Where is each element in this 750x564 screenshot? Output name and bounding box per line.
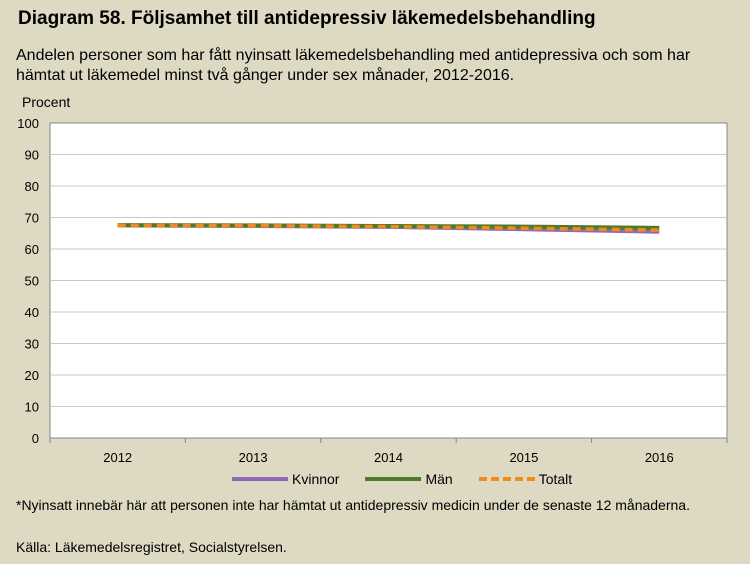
x-tick-label: 2012 bbox=[103, 450, 132, 465]
chart-subtitle: Andelen personer som har fått nyinsatt l… bbox=[16, 47, 691, 84]
legend-label: Totalt bbox=[538, 471, 573, 487]
legend: Kvinnor Män Totalt bbox=[232, 469, 598, 489]
y-tick-label: 100 bbox=[17, 116, 39, 131]
y-tick-label: 40 bbox=[25, 305, 39, 320]
legend-item: Totalt bbox=[478, 471, 573, 487]
y-tick-label: 50 bbox=[25, 274, 39, 289]
legend-label: Män bbox=[425, 471, 453, 487]
x-tick-label: 2013 bbox=[239, 450, 268, 465]
y-tick-label: 80 bbox=[25, 179, 39, 194]
legend-item: Kvinnor bbox=[232, 471, 339, 487]
legend-label: Kvinnor bbox=[292, 471, 340, 487]
x-tick-label: 2015 bbox=[509, 450, 538, 465]
gridlines bbox=[50, 154, 727, 407]
y-axis-label: Procent bbox=[22, 94, 71, 110]
series-lines bbox=[117, 223, 660, 234]
legend-swatch bbox=[232, 477, 288, 481]
legend-item: Män bbox=[365, 471, 453, 487]
y-tick-label: 70 bbox=[25, 211, 39, 226]
y-tick-label: 60 bbox=[25, 242, 39, 257]
footnote: *Nyinsatt innebär här att personen inte … bbox=[16, 497, 690, 513]
series-line-m-n bbox=[117, 223, 660, 230]
y-tick-label: 30 bbox=[25, 337, 39, 352]
x-axis-ticks: 2012 2013 2014 2015 2016 bbox=[49, 438, 728, 465]
y-tick-label: 10 bbox=[25, 400, 39, 415]
legend-swatch bbox=[365, 477, 422, 481]
y-axis-ticks: 0 10 20 30 40 50 60 70 80 90 100 bbox=[17, 116, 39, 446]
chart-title: Diagram 58. Följsamhet till antidepressi… bbox=[18, 8, 596, 29]
y-tick-label: 90 bbox=[25, 148, 39, 163]
source-note: Källa: Läkemedelsregistret, Socialstyrel… bbox=[16, 539, 287, 555]
legend-swatch bbox=[478, 477, 535, 481]
y-tick-label: 0 bbox=[32, 431, 39, 446]
x-tick-label: 2016 bbox=[645, 450, 674, 465]
x-tick-label: 2014 bbox=[374, 450, 403, 465]
y-tick-label: 20 bbox=[25, 368, 39, 383]
